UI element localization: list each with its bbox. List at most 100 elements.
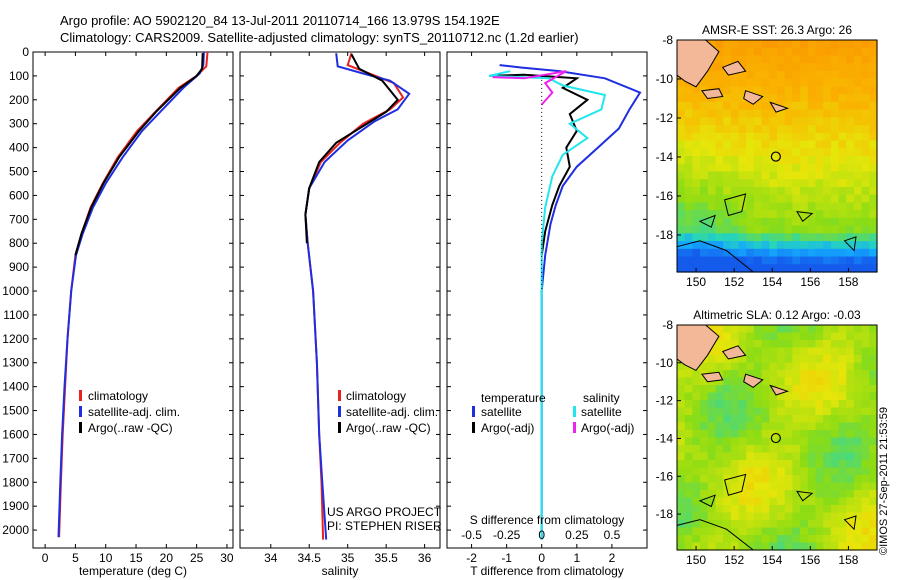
map-cell (730, 47, 740, 57)
map-cell (846, 210, 855, 219)
map-cell (800, 520, 809, 529)
map-cell (792, 415, 801, 424)
map-cell (715, 490, 724, 499)
map-cell (869, 505, 878, 514)
map-cell (723, 117, 732, 126)
map-cell (869, 490, 878, 499)
map-cell (830, 520, 840, 529)
map-cell (861, 210, 870, 219)
map-cell (715, 325, 724, 334)
map-cell (823, 101, 832, 111)
map-cell (723, 467, 732, 476)
map-cell (869, 332, 878, 341)
map-cell (715, 248, 724, 258)
map-cell (700, 256, 709, 265)
map-cell (792, 225, 801, 234)
map-cell (777, 186, 786, 196)
series-temperature-argo-adj- (489, 73, 590, 256)
map-cell (830, 86, 840, 95)
map-cell (815, 347, 824, 356)
map-cell (746, 109, 755, 118)
map-cell (746, 264, 755, 273)
map-cell (715, 482, 724, 491)
map-cell (746, 148, 755, 157)
map-cell (753, 78, 763, 87)
map-cell (800, 407, 809, 416)
map-cell (692, 256, 701, 265)
map-cell (830, 210, 840, 219)
map-cell (853, 241, 863, 250)
map-cell (684, 490, 693, 499)
map-cell (715, 407, 724, 416)
map-cell (853, 40, 863, 49)
map-cell (715, 355, 724, 364)
map-cell (738, 505, 747, 514)
map-cell (746, 407, 755, 416)
map-cell (815, 70, 824, 80)
map-cell (823, 248, 832, 258)
map-cell (861, 347, 870, 356)
map-cell (761, 542, 770, 551)
map-cell (746, 520, 755, 529)
annotation-pi: PI: STEPHEN RISER (327, 519, 442, 533)
map-cell (777, 340, 786, 349)
map-cell (738, 233, 747, 242)
map-cell (753, 370, 763, 379)
map-cell (769, 340, 778, 349)
annotation-project: US ARGO PROJECT (327, 505, 442, 519)
map-cell (753, 233, 763, 242)
map-cell (792, 362, 801, 371)
map-cell (869, 542, 878, 551)
map-cell (707, 163, 717, 173)
map-cell (784, 415, 793, 424)
map-cell (792, 47, 801, 57)
map-cell (807, 163, 817, 173)
map-cell (769, 445, 778, 454)
map-cell (677, 392, 686, 401)
map-cell (677, 225, 686, 234)
map-cell (846, 94, 855, 103)
map-cell (707, 117, 717, 126)
map-cell (861, 163, 870, 173)
map-cell (777, 377, 786, 386)
map-x-tick-label: 154 (762, 553, 782, 567)
map-cell (846, 264, 855, 273)
map-cell (700, 422, 709, 431)
map-cell (753, 117, 763, 126)
map-cell (707, 392, 717, 401)
map-cell (692, 163, 701, 173)
map-cell (800, 452, 809, 461)
map-cell (853, 497, 863, 506)
map-cell (784, 392, 793, 401)
map-cell (761, 248, 770, 258)
map-cell (753, 125, 763, 134)
map-cell (769, 179, 778, 188)
map-cell (677, 437, 686, 446)
map-cell (846, 109, 855, 118)
map-cell (807, 248, 817, 258)
map-cell (715, 385, 724, 394)
map-cell (853, 527, 863, 536)
map-cell (684, 86, 693, 95)
map-cell (830, 407, 840, 416)
map-cell (723, 422, 732, 431)
map-cell (838, 171, 847, 180)
map-cell (684, 109, 693, 118)
map-cell (730, 241, 740, 250)
map-cell (746, 452, 755, 461)
map-cell (815, 194, 824, 203)
map-cell (730, 40, 740, 49)
map-cell (707, 140, 717, 149)
map-cell (815, 202, 824, 211)
map-cell (753, 194, 763, 203)
map-cell (769, 140, 778, 149)
map-cell (861, 512, 870, 521)
map-cell (784, 385, 793, 394)
map-cell (677, 467, 686, 476)
legend-title-salinity: salinity (583, 391, 620, 405)
map-cell (761, 132, 770, 142)
map-cell (692, 400, 701, 409)
map-cell (730, 497, 740, 506)
map-cell (684, 94, 693, 103)
map-cell (800, 475, 809, 484)
